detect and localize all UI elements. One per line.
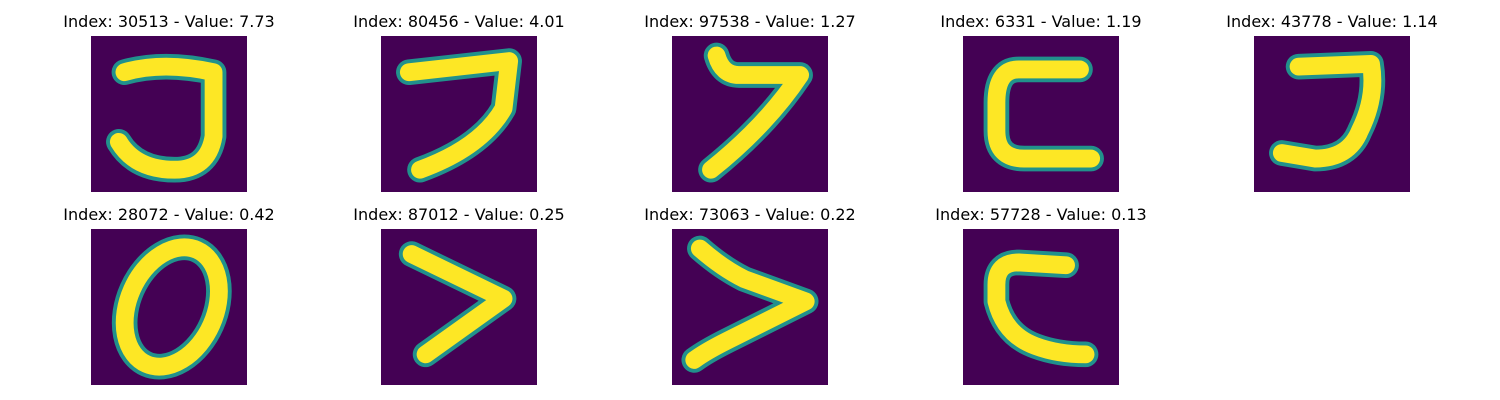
panel-7: Index: 87012 - Value: 0.25 — [381, 205, 537, 385]
digit-image-seven-like — [672, 36, 828, 192]
panel-title: Index: 6331 - Value: 1.19 — [893, 12, 1189, 32]
digit-image-zero — [91, 229, 247, 385]
digit-image-c-shape — [963, 229, 1119, 385]
panel-4: Index: 6331 - Value: 1.19 — [963, 12, 1119, 192]
panel-title: Index: 97538 - Value: 1.27 — [602, 12, 898, 32]
digit-image-seven-like — [381, 36, 537, 192]
digit-image-chevron — [672, 229, 828, 385]
panel-1: Index: 30513 - Value: 7.73 — [91, 12, 247, 192]
digit-image-chevron — [381, 229, 537, 385]
panel-title: Index: 87012 - Value: 0.25 — [311, 205, 607, 225]
panel-2: Index: 80456 - Value: 4.01 — [381, 12, 537, 192]
panel-3: Index: 97538 - Value: 1.27 — [672, 12, 828, 192]
panel-title: Index: 43778 - Value: 1.14 — [1184, 12, 1480, 32]
panel-title: Index: 80456 - Value: 4.01 — [311, 12, 607, 32]
digit-image-c-shape — [963, 36, 1119, 192]
panel-6: Index: 28072 - Value: 0.42 — [91, 205, 247, 385]
digit-image-hook — [1254, 36, 1410, 192]
panel-title: Index: 30513 - Value: 7.73 — [21, 12, 317, 32]
panel-title: Index: 57728 - Value: 0.13 — [893, 205, 1189, 225]
panel-9: Index: 57728 - Value: 0.13 — [963, 205, 1119, 385]
panel-title: Index: 28072 - Value: 0.42 — [21, 205, 317, 225]
digit-image-hook — [91, 36, 247, 192]
panel-5: Index: 43778 - Value: 1.14 — [1254, 12, 1410, 192]
panel-8: Index: 73063 - Value: 0.22 — [672, 205, 828, 385]
panel-title: Index: 73063 - Value: 0.22 — [602, 205, 898, 225]
